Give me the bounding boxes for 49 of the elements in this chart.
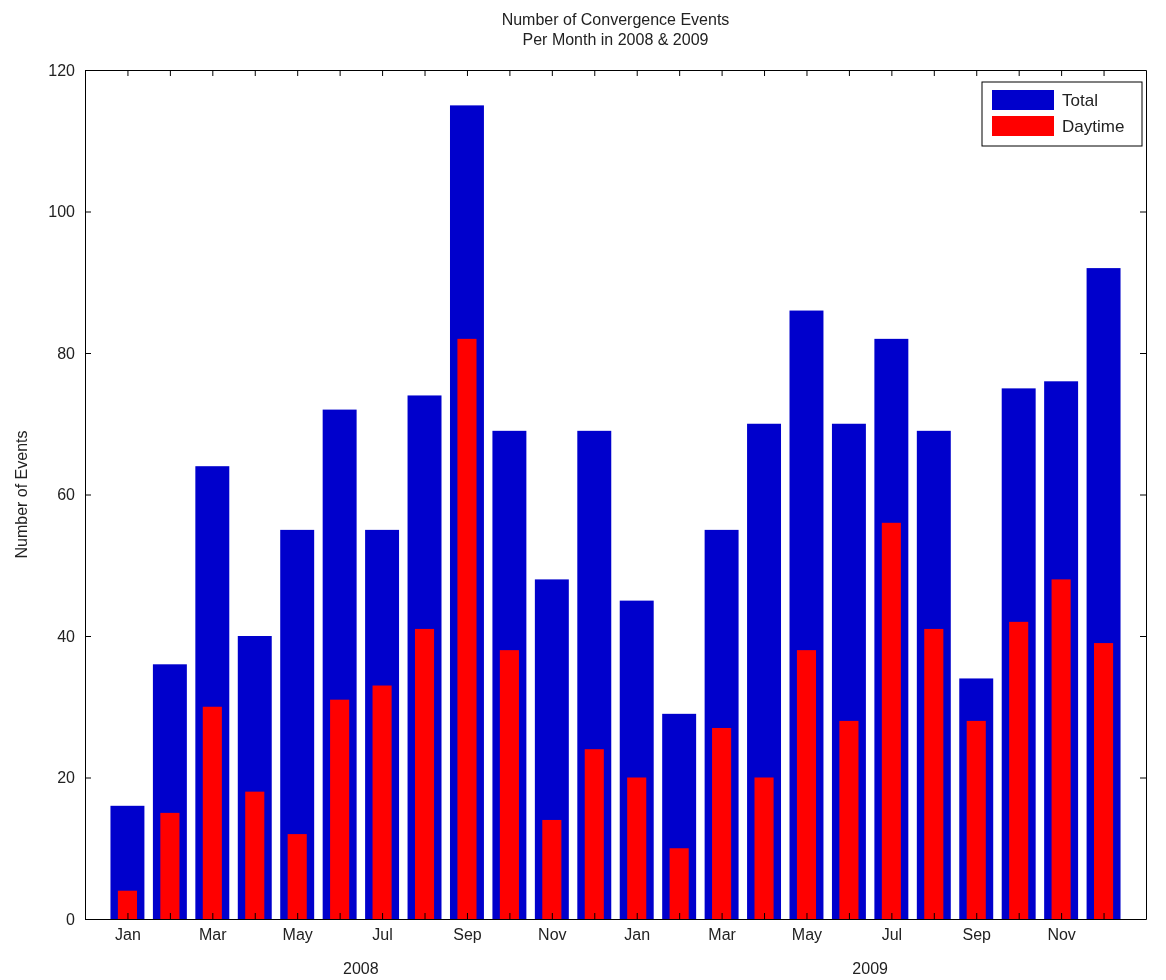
bar xyxy=(160,812,180,919)
x-tick-label: May xyxy=(791,926,823,944)
x-tick-label: May xyxy=(282,926,313,944)
y-tick-label: 60 xyxy=(57,486,76,504)
bar xyxy=(966,720,986,919)
bar xyxy=(796,650,817,919)
bar xyxy=(584,749,604,919)
y-tick-label: 0 xyxy=(66,910,76,928)
text: 2008 xyxy=(343,960,379,977)
x-tick-label: Mar xyxy=(199,926,228,944)
bar xyxy=(499,650,519,919)
bar xyxy=(330,699,350,919)
text: 2009 xyxy=(852,960,889,977)
bar xyxy=(372,685,392,919)
bar xyxy=(881,522,901,919)
bar xyxy=(754,777,774,919)
bar xyxy=(542,819,562,919)
x-tick-label: Jan xyxy=(624,926,651,944)
x-tick-label: Jul xyxy=(372,926,393,944)
y-tick-label: 120 xyxy=(48,61,76,79)
x-tick-label: Sep xyxy=(453,926,482,944)
bar xyxy=(245,791,265,919)
y-tick-label: 100 xyxy=(48,203,76,221)
x-tick-label: Jan xyxy=(115,926,141,944)
bar xyxy=(1051,579,1071,919)
bar xyxy=(287,834,307,919)
bar xyxy=(202,706,222,919)
bar xyxy=(839,720,859,919)
x-tick-label: Sep xyxy=(962,926,992,944)
legend-label: Total xyxy=(1062,91,1098,110)
y-axis-title: Number of Events xyxy=(13,430,30,559)
chart-title: Number of Convergence Events Per Month in 2008 & 2009 xyxy=(501,11,730,48)
legend-label: Daytime xyxy=(1062,117,1125,136)
bar xyxy=(414,628,435,919)
x-tick-label: Mar xyxy=(708,926,737,944)
x-tick-label: Nov xyxy=(1047,926,1076,944)
bar xyxy=(924,628,944,919)
x-tick-label: Jul xyxy=(881,926,903,944)
bar xyxy=(1009,621,1029,919)
bar xyxy=(669,848,689,919)
y-tick-label: 80 xyxy=(57,344,76,362)
bar xyxy=(1094,643,1114,919)
x-tick-label: Nov xyxy=(538,926,567,944)
bar xyxy=(712,727,732,919)
bar xyxy=(117,890,137,919)
bar xyxy=(627,777,647,919)
bar xyxy=(457,338,477,919)
y-tick-label: 20 xyxy=(57,769,76,787)
y-tick-label: 40 xyxy=(57,627,76,645)
